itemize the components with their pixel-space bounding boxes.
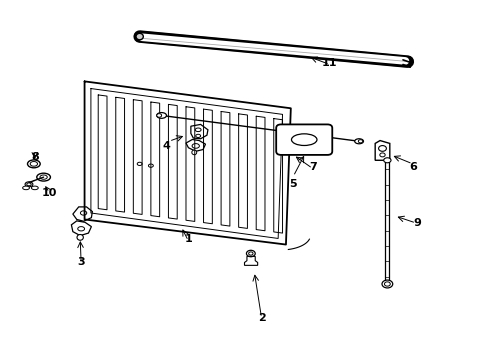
Ellipse shape — [157, 114, 161, 117]
Ellipse shape — [37, 173, 50, 181]
Ellipse shape — [136, 33, 143, 40]
Text: 1: 1 — [184, 234, 192, 244]
Ellipse shape — [195, 134, 200, 138]
Ellipse shape — [30, 162, 38, 166]
Ellipse shape — [358, 140, 362, 143]
Ellipse shape — [77, 234, 83, 240]
Ellipse shape — [291, 134, 316, 145]
Text: 3: 3 — [77, 257, 85, 267]
Ellipse shape — [27, 160, 40, 168]
Ellipse shape — [31, 186, 38, 190]
FancyBboxPatch shape — [276, 125, 331, 155]
Ellipse shape — [78, 226, 84, 231]
Ellipse shape — [40, 175, 47, 179]
Text: 11: 11 — [322, 58, 337, 68]
Text: 4: 4 — [162, 141, 170, 151]
Text: 7: 7 — [308, 162, 316, 172]
Ellipse shape — [381, 280, 392, 288]
Ellipse shape — [383, 158, 390, 163]
Ellipse shape — [191, 150, 196, 155]
Ellipse shape — [354, 139, 363, 144]
Ellipse shape — [378, 145, 386, 151]
Ellipse shape — [137, 162, 142, 166]
Text: 2: 2 — [257, 313, 265, 323]
Ellipse shape — [157, 113, 166, 118]
Ellipse shape — [22, 186, 29, 190]
Ellipse shape — [148, 164, 153, 167]
Ellipse shape — [27, 183, 31, 186]
Ellipse shape — [80, 211, 86, 215]
Text: 9: 9 — [413, 218, 421, 228]
Ellipse shape — [192, 144, 199, 148]
Ellipse shape — [248, 252, 252, 255]
Ellipse shape — [25, 182, 33, 187]
Text: 5: 5 — [289, 179, 297, 189]
Ellipse shape — [379, 153, 385, 157]
Text: 6: 6 — [408, 162, 416, 172]
Text: 10: 10 — [41, 188, 57, 198]
Ellipse shape — [246, 250, 255, 257]
Ellipse shape — [384, 282, 389, 286]
Ellipse shape — [195, 128, 201, 132]
Text: 8: 8 — [31, 152, 39, 162]
